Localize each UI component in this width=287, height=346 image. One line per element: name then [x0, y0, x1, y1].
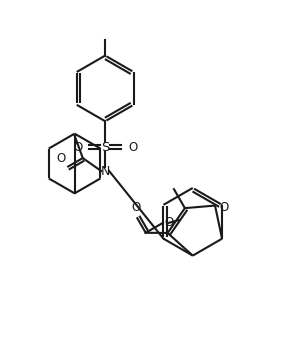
- Text: O: O: [56, 152, 65, 165]
- Text: N: N: [100, 164, 110, 177]
- Text: O: O: [131, 201, 140, 214]
- Text: O: O: [128, 140, 137, 154]
- Text: O: O: [73, 140, 82, 154]
- Text: O: O: [219, 201, 228, 214]
- Text: O: O: [164, 216, 173, 229]
- Text: S: S: [101, 140, 109, 154]
